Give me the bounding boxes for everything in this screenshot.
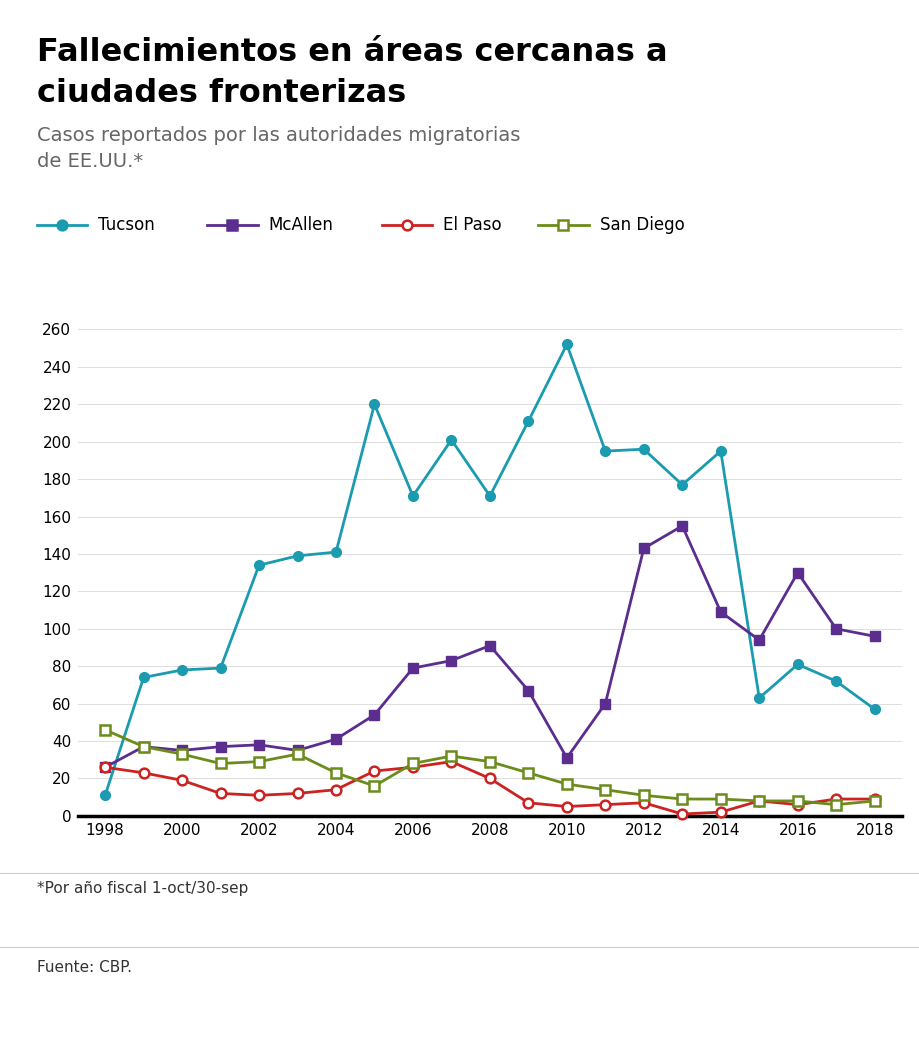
Text: *Por año fiscal 1-oct/30-sep: *Por año fiscal 1-oct/30-sep xyxy=(37,881,248,895)
Text: McAllen: McAllen xyxy=(268,215,334,234)
Text: Tucson: Tucson xyxy=(98,215,155,234)
Text: El Paso: El Paso xyxy=(443,215,502,234)
Text: BBC: BBC xyxy=(819,993,863,1011)
Text: Fuente: CBP.: Fuente: CBP. xyxy=(37,960,131,975)
Text: Fallecimientos en áreas cercanas a: Fallecimientos en áreas cercanas a xyxy=(37,37,666,68)
Text: de EE.UU.*: de EE.UU.* xyxy=(37,152,142,170)
Text: San Diego: San Diego xyxy=(599,215,684,234)
Text: ciudades fronterizas: ciudades fronterizas xyxy=(37,78,405,110)
Text: Casos reportados por las autoridades migratorias: Casos reportados por las autoridades mig… xyxy=(37,126,519,144)
